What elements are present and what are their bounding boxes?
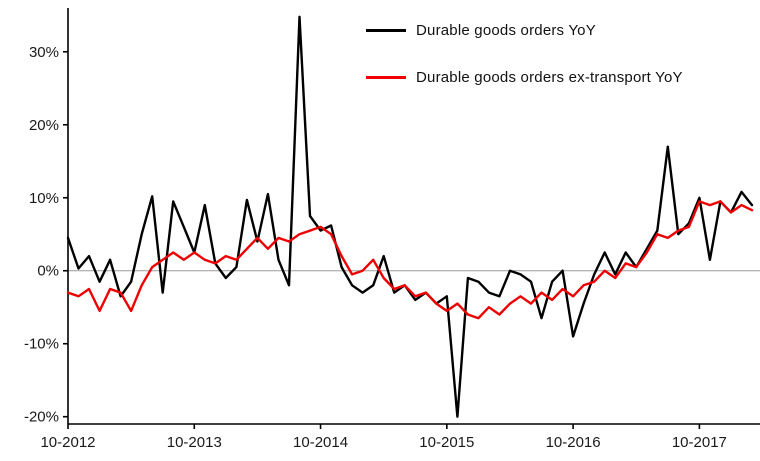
x-tick-label: 10-2013 (167, 434, 222, 451)
legend-label-durable-goods: Durable goods orders YoY (416, 22, 596, 39)
legend-item-ex-transport: Durable goods orders ex-transport YoY (366, 69, 683, 86)
y-tick-label: -10% (24, 336, 59, 353)
y-tick-label: 30% (29, 44, 59, 61)
legend-item-durable-goods: Durable goods orders YoY (366, 22, 683, 39)
legend-line-swatch-red (366, 76, 406, 79)
legend: Durable goods orders YoY Durable goods o… (366, 22, 683, 116)
y-tick-label: 20% (29, 117, 59, 134)
x-tick-label: 10-2012 (40, 434, 95, 451)
x-tick-label: 10-2015 (419, 434, 474, 451)
y-tick-label: -20% (24, 409, 59, 426)
y-tick-label: 10% (29, 190, 59, 207)
legend-label-ex-transport: Durable goods orders ex-transport YoY (416, 69, 683, 86)
legend-line-swatch-black (366, 29, 406, 32)
x-tick-label: 10-2016 (546, 434, 601, 451)
y-tick-label: 0% (37, 263, 59, 280)
x-tick-label: 10-2014 (293, 434, 348, 451)
x-tick-label: 10-2017 (672, 434, 727, 451)
series-line-1 (66, 200, 754, 320)
